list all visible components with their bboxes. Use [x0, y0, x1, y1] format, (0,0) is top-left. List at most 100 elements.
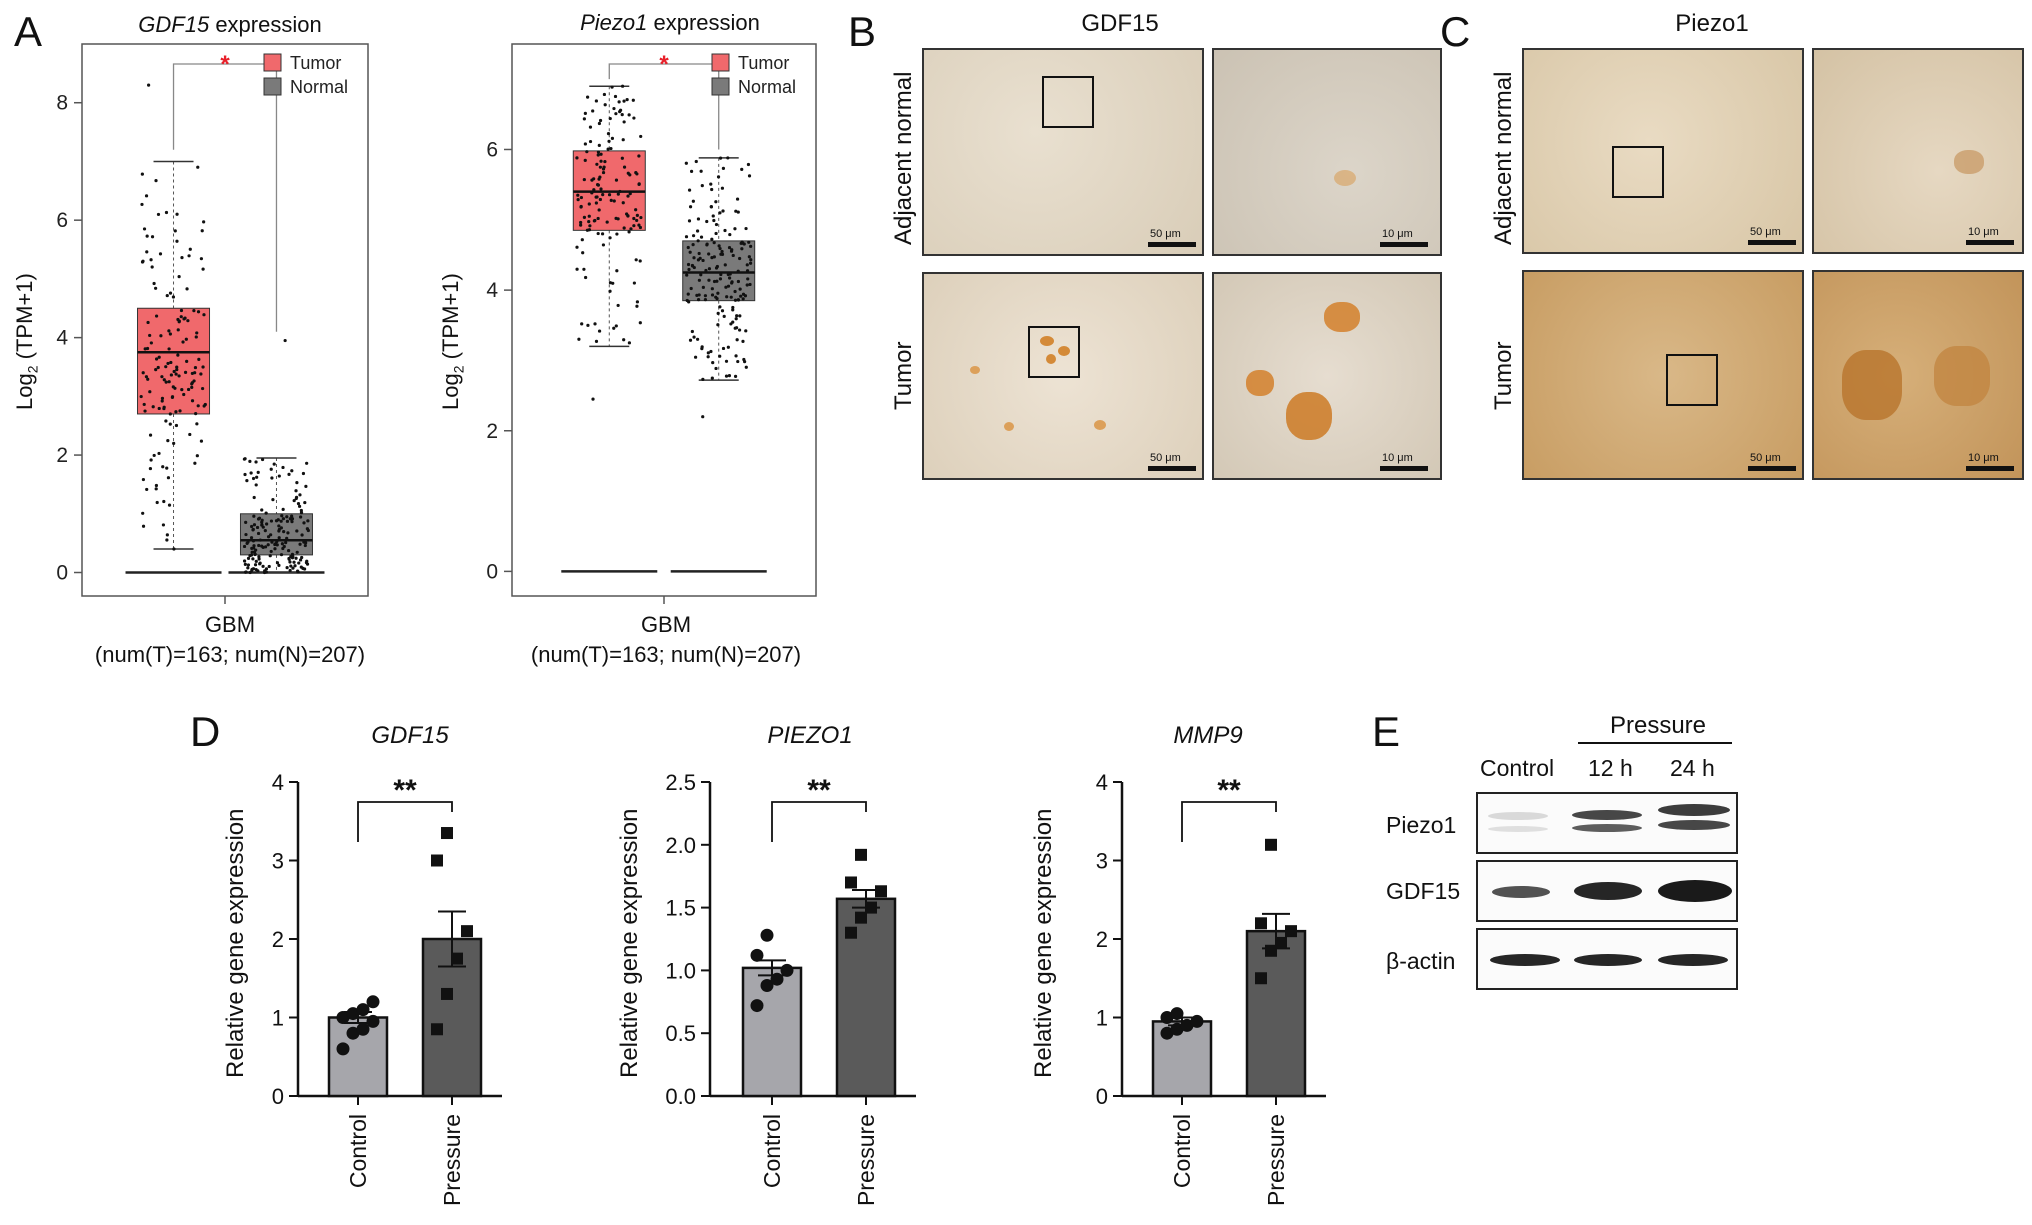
data-point: [292, 498, 296, 503]
data-point: [243, 562, 247, 566]
data-point: [635, 304, 639, 308]
data-point: [246, 566, 250, 570]
blot-row-label-piezo1: Piezo1: [1386, 812, 1457, 838]
data-point: [254, 559, 258, 563]
data-point: [620, 84, 625, 88]
data-point: [304, 541, 308, 545]
data-point: [162, 406, 166, 411]
data-point: [710, 187, 714, 192]
data-point: [199, 439, 204, 443]
data-point: [263, 545, 268, 549]
data-point: [177, 275, 181, 279]
data-point: [250, 546, 254, 550]
data-point: [196, 404, 200, 408]
data-point: [298, 558, 303, 562]
data-point: [709, 182, 713, 186]
data-point: [731, 253, 735, 258]
blot-gdf15: [1476, 860, 1738, 922]
data-point: [356, 1022, 370, 1036]
data-point: [579, 220, 583, 225]
data-point: [192, 379, 196, 383]
blot-group-line: [1578, 742, 1732, 744]
row-label-tumor: Tumor: [1490, 341, 1517, 410]
data-point: [194, 335, 198, 339]
data-point: [740, 240, 744, 244]
data-point: [281, 546, 285, 551]
data-point: [699, 169, 703, 173]
data-point: [296, 570, 300, 574]
data-point: [288, 517, 292, 521]
data-point: [143, 409, 147, 413]
data-point: [285, 565, 289, 570]
data-point: [703, 298, 708, 302]
data-point: [632, 224, 636, 228]
bar-charts: 0 1 2 3 4 Control Pressure ** 0.0 0.5 1.0 1.5 2.0 2.5…: [272, 770, 1326, 1206]
data-point: [691, 243, 695, 247]
data-point: [719, 252, 723, 256]
data-point: [164, 365, 168, 369]
data-point: [621, 201, 625, 205]
box-plot-title: GDF15 expression: [138, 12, 322, 37]
data-point: [300, 533, 304, 537]
data-point: [297, 561, 301, 565]
data-point: [336, 1042, 350, 1056]
data-point: [718, 277, 723, 281]
data-point: [250, 567, 254, 571]
data-point: [726, 156, 730, 160]
data-point: [144, 375, 149, 379]
data-point: [173, 229, 177, 233]
data-point: [275, 543, 279, 547]
panel-letter-e: E: [1372, 708, 1401, 755]
data-point: [306, 519, 310, 523]
panel-b-title: GDF15: [1081, 10, 1159, 37]
data-point: [277, 563, 281, 567]
data-point: [152, 453, 156, 458]
y-tick-label: 2: [272, 927, 284, 952]
legend-swatch-normal: [711, 77, 730, 96]
data-point: [140, 202, 144, 207]
data-point: [607, 193, 612, 197]
legend-label-normal: Normal: [290, 77, 348, 97]
data-point: [593, 218, 597, 223]
data-point: [601, 193, 605, 197]
data-point: [183, 316, 187, 320]
data-point: [293, 564, 297, 568]
data-point: [614, 112, 618, 116]
data-point: [168, 332, 172, 336]
data-point: [190, 399, 195, 403]
data-point: [620, 156, 624, 160]
data-point: [141, 477, 145, 482]
data-point: [780, 963, 794, 977]
data-point: [145, 487, 149, 492]
data-point: [638, 259, 642, 263]
data-point: [707, 278, 711, 282]
data-point: [716, 175, 721, 179]
y-tick-label: 4: [272, 770, 284, 795]
data-point: [719, 272, 723, 277]
data-point: [588, 139, 593, 144]
significance-bracket: [1181, 801, 1277, 842]
data-point: [304, 561, 309, 565]
panel-letter-b: B: [848, 8, 877, 55]
data-point: [733, 298, 738, 302]
data-point: [156, 212, 161, 217]
data-point: [609, 146, 613, 151]
data-point: [152, 281, 156, 286]
data-point: [252, 523, 257, 527]
data-point: [149, 258, 153, 262]
data-point: [728, 276, 732, 280]
data-point: [277, 529, 281, 533]
data-point: [582, 177, 586, 182]
data-point: [707, 267, 712, 271]
data-point: [608, 289, 612, 293]
data-point: [1190, 1014, 1204, 1028]
data-point: [689, 169, 694, 174]
data-point: [154, 483, 159, 488]
y-tick-label: 4: [1096, 770, 1108, 795]
data-point: [154, 286, 158, 290]
data-point: [587, 202, 591, 206]
data-point: [631, 98, 635, 102]
data-point: [750, 948, 764, 962]
data-point: [637, 223, 641, 227]
data-point: [155, 500, 159, 505]
